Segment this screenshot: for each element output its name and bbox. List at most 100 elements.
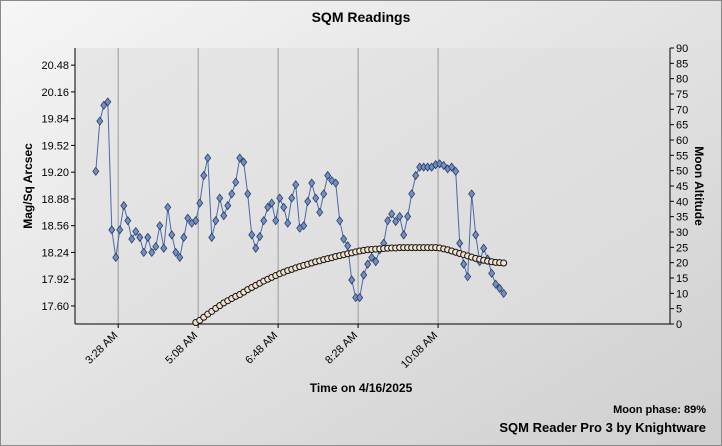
diamond-marker — [128, 234, 136, 244]
chart-title: SQM Readings — [312, 9, 411, 25]
diamond-marker — [132, 226, 140, 237]
y2-tick-label: 75 — [676, 89, 688, 101]
diamond-marker — [320, 189, 328, 199]
diamond-marker — [324, 170, 332, 181]
y2-tick-label: 55 — [676, 150, 688, 162]
diamond-marker — [492, 279, 500, 289]
y-tick-label: 19.52 — [41, 140, 69, 152]
diamond-marker — [116, 225, 124, 235]
moon-phase: Moon phase: 89% — [613, 404, 706, 416]
diamond-marker — [256, 231, 264, 242]
diamond-marker — [400, 230, 408, 240]
diamond-marker — [200, 170, 208, 181]
y2-tick-label: 40 — [676, 196, 688, 208]
circle-marker — [500, 259, 508, 267]
y-tick-label: 19.84 — [41, 114, 69, 126]
diamond-marker — [92, 166, 100, 176]
x-axis-title: Time on 4/16/2025 — [310, 381, 413, 395]
diamond-marker — [248, 230, 256, 240]
diamond-marker — [480, 243, 488, 253]
diamond-marker — [144, 232, 152, 242]
diamond-marker — [356, 292, 364, 303]
diamond-marker — [168, 230, 176, 240]
diamond-marker — [496, 283, 504, 293]
diamond-marker — [236, 153, 244, 163]
y2-tick-label: 85 — [676, 58, 688, 70]
y2-tick-label: 5 — [676, 304, 682, 316]
y2-tick-label: 25 — [676, 242, 688, 254]
diamond-marker — [440, 160, 448, 171]
diamond-marker — [364, 259, 372, 269]
diamond-marker — [344, 241, 352, 251]
y-tick-label: 18.88 — [41, 194, 69, 206]
y-tick-label: 17.60 — [41, 301, 69, 313]
y2-tick-label: 20 — [676, 258, 688, 270]
y2-tick-label: 10 — [676, 288, 688, 300]
y2-tick-label: 60 — [676, 135, 688, 147]
diamond-marker — [148, 247, 156, 258]
diamond-marker — [460, 259, 468, 269]
diamond-marker — [336, 216, 344, 226]
y2-tick-label: 35 — [676, 212, 688, 224]
diamond-marker — [120, 201, 128, 211]
diamond-marker — [224, 201, 232, 211]
diamond-marker — [284, 218, 292, 228]
diamond-marker — [388, 209, 396, 219]
diamond-marker — [280, 202, 288, 212]
diamond-marker — [464, 272, 472, 282]
y2-tick-label: 30 — [676, 227, 688, 239]
grid — [117, 48, 439, 324]
y2-tick-label: 45 — [676, 181, 688, 193]
diamond-marker — [136, 232, 144, 242]
diamond-marker — [360, 270, 368, 280]
diamond-marker — [240, 157, 248, 167]
diamond-marker — [164, 202, 172, 212]
diamond-marker — [456, 238, 464, 248]
diamond-marker — [396, 211, 404, 222]
diamond-marker — [272, 216, 280, 226]
diamond-marker — [332, 178, 340, 188]
diamond-marker — [412, 170, 420, 181]
y-axis-title: Mag/Sq Arcsec — [21, 143, 35, 229]
diamond-marker — [208, 232, 216, 242]
plot-area — [75, 48, 670, 324]
diamond-marker — [156, 221, 164, 231]
y2-tick-label: 50 — [676, 166, 688, 178]
diamond-marker — [232, 177, 240, 187]
diamond-marker — [216, 193, 224, 203]
diamond-marker — [172, 247, 180, 258]
y2-tick-label: 90 — [676, 43, 688, 55]
diamond-marker — [408, 189, 416, 199]
diamond-marker — [488, 268, 496, 278]
y-tick-label: 18.24 — [41, 247, 69, 259]
diamond-marker — [196, 198, 204, 208]
diamond-marker — [304, 196, 312, 207]
y-tick-label: 20.16 — [41, 87, 69, 99]
diamond-marker — [252, 243, 260, 253]
diamond-marker — [276, 193, 284, 203]
diamond-marker — [308, 178, 316, 188]
y2-tick-label: 15 — [676, 273, 688, 285]
diamond-marker — [100, 100, 108, 110]
diamond-marker — [160, 243, 168, 253]
diamond-marker — [372, 257, 380, 267]
credit: SQM Reader Pro 3 by Knightware — [499, 420, 706, 435]
y2-tick-label: 70 — [676, 104, 688, 116]
y2-axis-title: Moon Altitude — [692, 146, 706, 226]
diamond-marker — [468, 189, 476, 199]
diamond-marker — [108, 225, 116, 235]
y-tick-label: 19.20 — [41, 167, 69, 179]
diamond-marker — [264, 202, 272, 212]
diamond-marker — [244, 189, 252, 199]
diamond-marker — [124, 216, 132, 226]
diamond-marker — [292, 180, 300, 190]
y-tick-label: 18.56 — [41, 221, 69, 233]
diamond-marker — [316, 207, 324, 217]
diamond-marker — [180, 232, 188, 242]
y2-tick-label: 65 — [676, 120, 688, 132]
diamond-marker — [384, 216, 392, 226]
diamond-marker — [348, 275, 356, 285]
diamond-marker — [140, 247, 148, 258]
diamond-marker — [340, 234, 348, 244]
